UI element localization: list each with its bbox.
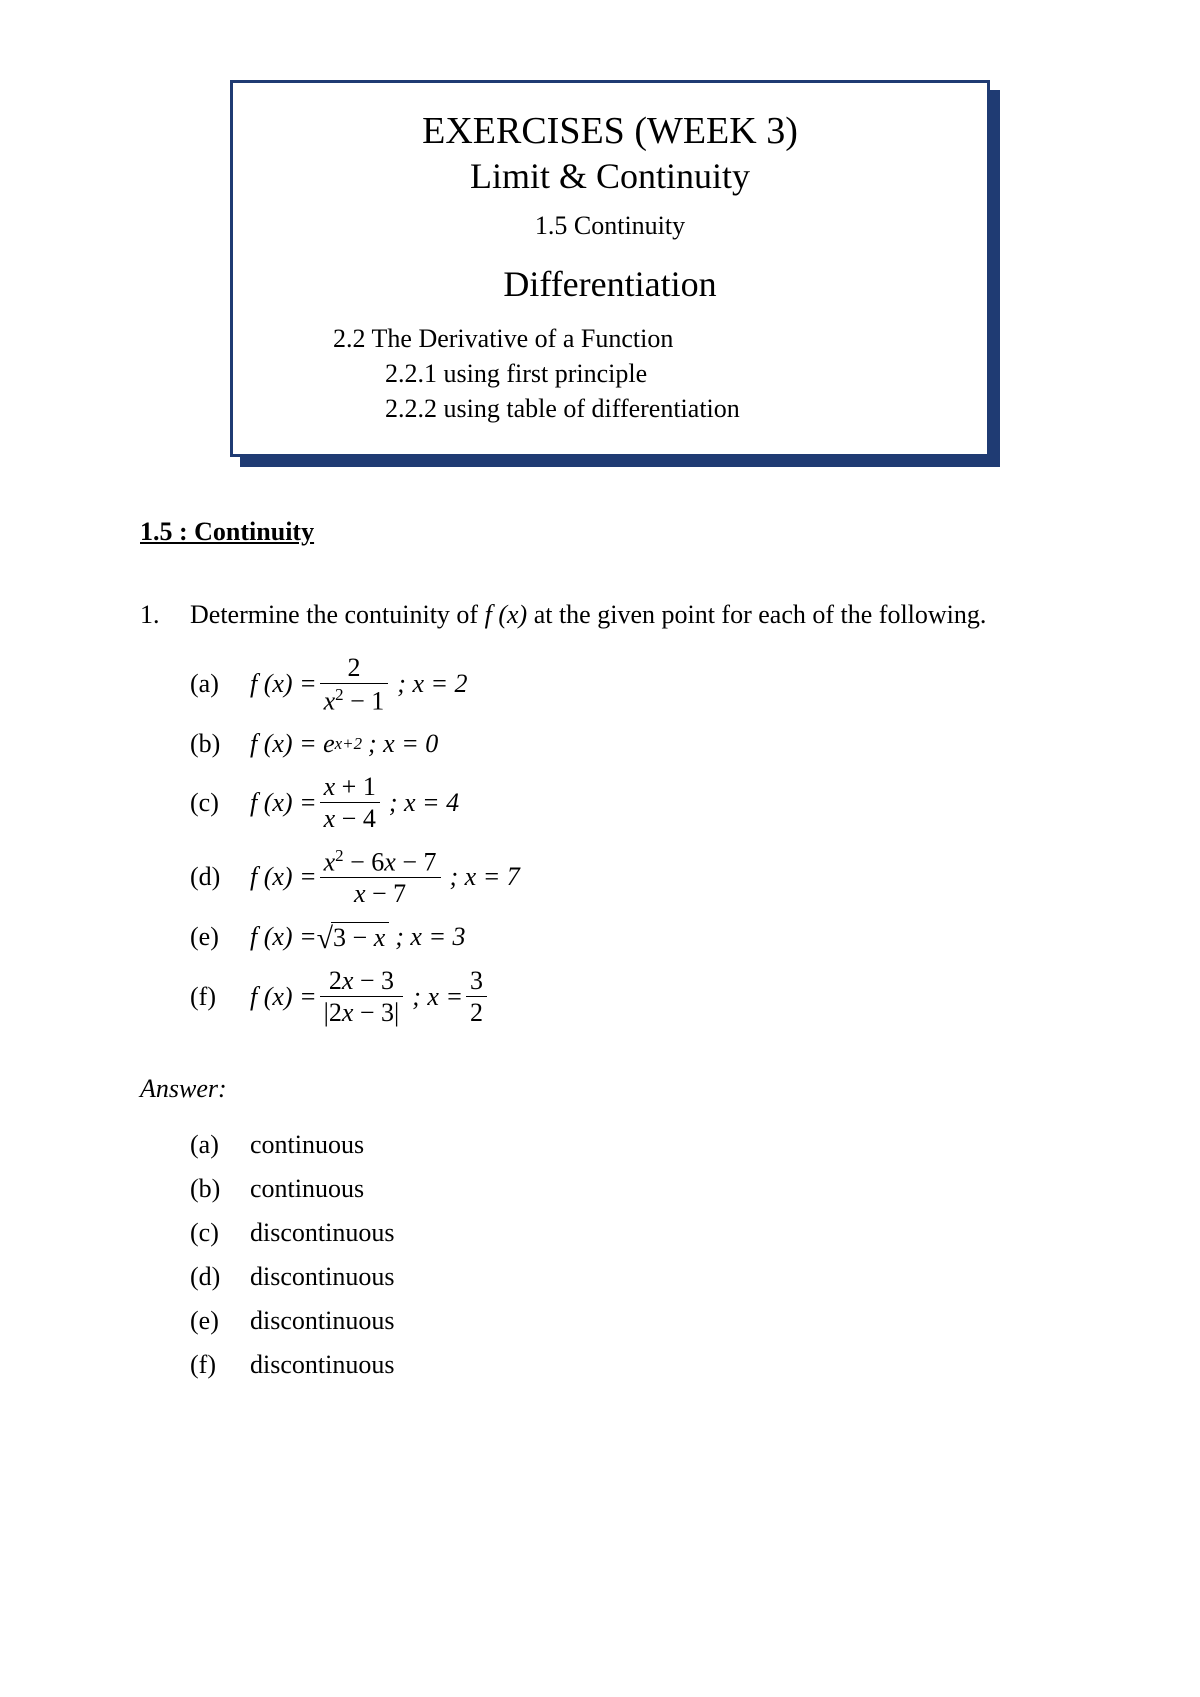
- answer-item-label: (a): [190, 1130, 250, 1160]
- section-heading: 1.5 : Continuity: [140, 517, 1080, 547]
- answer-item-label: (f): [190, 1350, 250, 1380]
- question-item-label: (f): [190, 982, 250, 1012]
- answer-item: (f)discontinuous: [190, 1350, 1080, 1380]
- answer-item-label: (b): [190, 1174, 250, 1204]
- question-prompt-pre: Determine the contuinity of: [190, 600, 485, 629]
- title-line-4: Differentiation: [273, 263, 947, 305]
- title-line-7: 2.2.2 using table of differentiation: [385, 391, 947, 426]
- page: EXERCISES (WEEK 3) Limit & Continuity 1.…: [0, 0, 1200, 1697]
- question-item-label: (d): [190, 862, 250, 892]
- answer-heading: Answer:: [140, 1074, 1080, 1104]
- title-box-inner: EXERCISES (WEEK 3) Limit & Continuity 1.…: [230, 80, 990, 457]
- question-item-math: f (x) = ex+2 ; x = 0: [250, 729, 438, 759]
- answer-item: (b)continuous: [190, 1174, 1080, 1204]
- title-line-2: Limit & Continuity: [273, 155, 947, 197]
- title-line-1: EXERCISES (WEEK 3): [273, 109, 947, 153]
- question-prompt-post: at the given point for each of the follo…: [527, 600, 986, 629]
- question-prompt-fx: f (x): [485, 597, 528, 633]
- title-line-5: 2.2 The Derivative of a Function: [333, 321, 947, 356]
- question-item-label: (b): [190, 729, 250, 759]
- question-item: (f)f (x) = 2x − 3|2x − 3| ; x = 32: [190, 967, 1080, 1027]
- question-item-math: f (x) = √3 − x ; x = 3: [250, 922, 466, 953]
- question-item-label: (e): [190, 922, 250, 952]
- answer-item: (a)continuous: [190, 1130, 1080, 1160]
- answer-item: (e)discontinuous: [190, 1306, 1080, 1336]
- title-line-3: 1.5 Continuity: [273, 211, 947, 241]
- question-item-math: f (x) = 2x2 − 1 ; x = 2: [250, 654, 468, 715]
- answer-item: (c)discontinuous: [190, 1218, 1080, 1248]
- question-row: 1. Determine the contuinity of f (x) at …: [140, 597, 1080, 633]
- question-items: (a)f (x) = 2x2 − 1 ; x = 2(b)f (x) = ex+…: [140, 654, 1080, 1027]
- question-item: (a)f (x) = 2x2 − 1 ; x = 2: [190, 654, 1080, 715]
- question-item: (c)f (x) = x + 1x − 4 ; x = 4: [190, 773, 1080, 833]
- answer-item-text: discontinuous: [250, 1350, 394, 1380]
- question-item: (e)f (x) = √3 − x ; x = 3: [190, 922, 1080, 953]
- question-item-math: f (x) = 2x − 3|2x − 3| ; x = 32: [250, 967, 490, 1027]
- question-prompt: Determine the contuinity of f (x) at the…: [190, 597, 1080, 633]
- question-number: 1.: [140, 597, 190, 633]
- answer-item-text: discontinuous: [250, 1262, 394, 1292]
- answer-item-text: discontinuous: [250, 1306, 394, 1336]
- title-box: EXERCISES (WEEK 3) Limit & Continuity 1.…: [230, 80, 990, 457]
- question-item: (d)f (x) = x2 − 6x − 7x − 7 ; x = 7: [190, 847, 1080, 908]
- answer-item-text: continuous: [250, 1174, 364, 1204]
- question-item-label: (c): [190, 788, 250, 818]
- answer-item-text: discontinuous: [250, 1218, 394, 1248]
- question-item-math: f (x) = x2 − 6x − 7x − 7 ; x = 7: [250, 847, 520, 908]
- title-line-6: 2.2.1 using first principle: [385, 356, 947, 391]
- question-item: (b)f (x) = ex+2 ; x = 0: [190, 729, 1080, 759]
- answer-items: (a)continuous(b)continuous(c)discontinuo…: [140, 1130, 1080, 1380]
- answer-item: (d)discontinuous: [190, 1262, 1080, 1292]
- question-item-label: (a): [190, 669, 250, 699]
- answer-item-text: continuous: [250, 1130, 364, 1160]
- answer-item-label: (c): [190, 1218, 250, 1248]
- answer-item-label: (d): [190, 1262, 250, 1292]
- answer-item-label: (e): [190, 1306, 250, 1336]
- question-item-math: f (x) = x + 1x − 4 ; x = 4: [250, 773, 459, 833]
